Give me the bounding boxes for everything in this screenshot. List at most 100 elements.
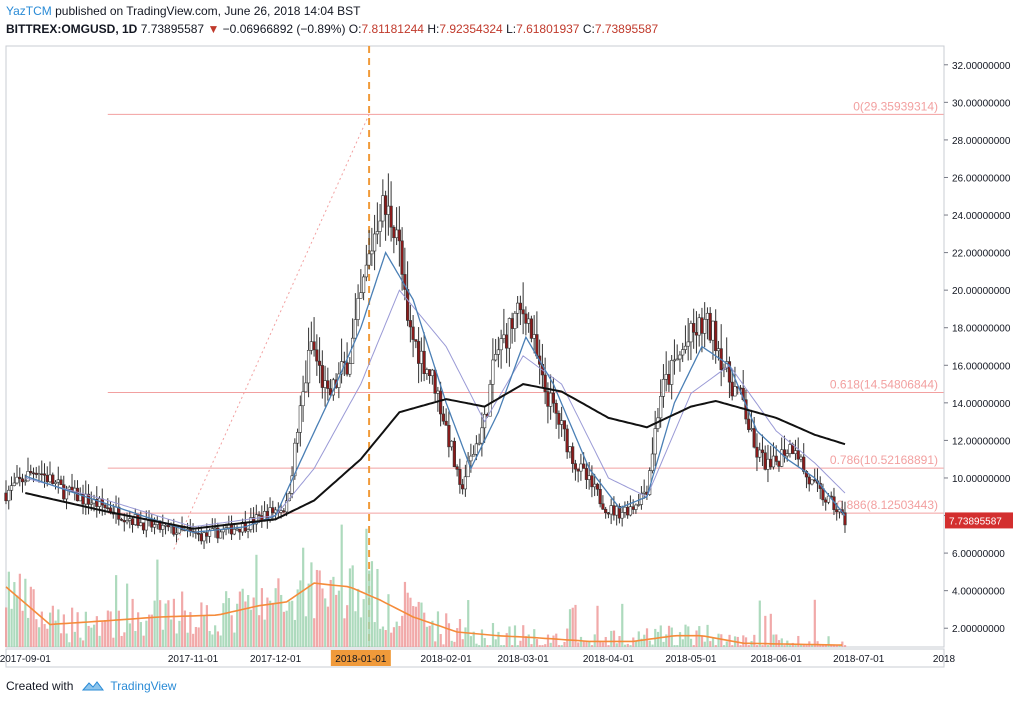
volume-bar: [211, 634, 214, 647]
candle-body: [659, 396, 663, 419]
candle-body: [361, 276, 366, 293]
volume-bar: [637, 631, 640, 647]
volume-bar: [181, 591, 184, 647]
candle-body: [417, 341, 421, 364]
volume-bar: [159, 600, 162, 647]
candle-body: [323, 380, 327, 388]
volume-bar: [219, 635, 222, 647]
x-tick-label: 2018-07-01: [833, 654, 885, 665]
volume-bar: [835, 645, 838, 647]
x-tick-label: 2018-04-01: [583, 654, 635, 665]
volume-bar: [687, 626, 690, 647]
volume-bar: [29, 586, 32, 647]
volume-bar: [475, 643, 478, 647]
candle-body: [733, 386, 737, 397]
volume-bar: [571, 607, 574, 647]
candle-body: [661, 378, 666, 397]
volume-bar: [60, 633, 63, 647]
volume-bar: [530, 644, 533, 647]
volume-bar: [579, 636, 583, 647]
volume-bar: [447, 623, 451, 647]
volume-bar: [830, 645, 833, 647]
volume-bar: [98, 635, 101, 647]
volume-bar: [692, 645, 695, 647]
volume-bar: [208, 631, 211, 647]
volume-bar: [720, 634, 723, 647]
volume-bar: [527, 634, 530, 647]
footer: Created with TradingView: [6, 678, 176, 694]
candle-body: [139, 522, 143, 526]
volume-bar: [175, 633, 178, 647]
volume-bar: [249, 609, 253, 647]
volume-bar: [266, 597, 269, 647]
candle-body: [549, 392, 553, 407]
date-axis: [5, 648, 945, 668]
volume-bar: [456, 628, 459, 647]
candle-body: [579, 463, 583, 472]
volume-bar: [192, 633, 195, 647]
candle-body: [304, 382, 308, 393]
x-tick-label: 2018-03-01: [498, 654, 550, 665]
candle-body: [425, 369, 429, 374]
volume-bar: [324, 598, 327, 647]
volume-bar: [769, 613, 772, 647]
volume-bar: [376, 568, 379, 647]
volume-bar: [197, 627, 200, 647]
price-chart[interactable]: 0(29.35939314) 0.618(14.54806844) 0.786(10…: [0, 40, 1020, 671]
last-price-label: 7.73895587: [949, 516, 1002, 527]
volume-bar: [271, 602, 275, 647]
candle-body: [488, 384, 492, 417]
volume-bar: [794, 645, 797, 647]
volume-bar: [304, 616, 308, 647]
volume-bar: [131, 598, 134, 647]
candle-body: [381, 195, 385, 222]
candle-body: [125, 520, 129, 523]
volume-bar: [269, 600, 272, 647]
volume-bar: [417, 601, 420, 647]
candle-body: [527, 318, 531, 324]
candle-body: [34, 472, 38, 475]
tradingview-link[interactable]: TradingView: [110, 679, 177, 693]
candle-body: [521, 309, 525, 315]
created-with-text: Created with: [6, 679, 74, 693]
candle-body: [163, 524, 168, 527]
candle-body: [703, 319, 707, 334]
volume-bar: [54, 620, 57, 647]
candle-body: [12, 482, 16, 486]
volume-bar: [659, 625, 662, 647]
candle-body: [631, 506, 635, 510]
volume-bar: [607, 645, 610, 647]
volume-bar: [260, 588, 264, 647]
x-tick-label: 2017-12-01: [250, 654, 302, 665]
volume-bar: [93, 624, 96, 647]
chart-area[interactable]: 0(29.35939314) 0.618(14.54806844) 0.786(10…: [0, 40, 1020, 671]
author-link[interactable]: YazTCM: [6, 4, 52, 18]
volume-bar: [227, 598, 231, 647]
candle-body: [441, 413, 445, 422]
volume-bar: [145, 620, 148, 647]
candle-body: [623, 506, 627, 513]
volume-bar: [43, 624, 46, 647]
down-arrow-icon: ▼: [207, 22, 220, 36]
candle-body: [678, 354, 682, 360]
volume-bar: [62, 614, 65, 647]
tradingview-logo-icon[interactable]: [82, 680, 105, 692]
volume-bar: [502, 645, 506, 647]
volume-bar: [351, 565, 354, 647]
volume-bar: [299, 580, 302, 647]
volume-bar: [274, 588, 277, 647]
x-tick-label: 2018: [933, 654, 956, 665]
candle-body: [675, 358, 679, 361]
candle-body: [593, 483, 597, 488]
volume-bar: [348, 568, 352, 647]
volume-bar: [115, 575, 118, 647]
candle-body: [444, 420, 448, 426]
volume-bar: [819, 645, 822, 647]
volume-bar: [337, 590, 341, 647]
volume-bar: [233, 632, 236, 647]
candle-body: [53, 481, 58, 484]
candle-body: [414, 339, 418, 342]
volume-bar: [148, 614, 151, 647]
volume-bar: [128, 623, 131, 647]
ma-slow-line: [25, 383, 846, 530]
